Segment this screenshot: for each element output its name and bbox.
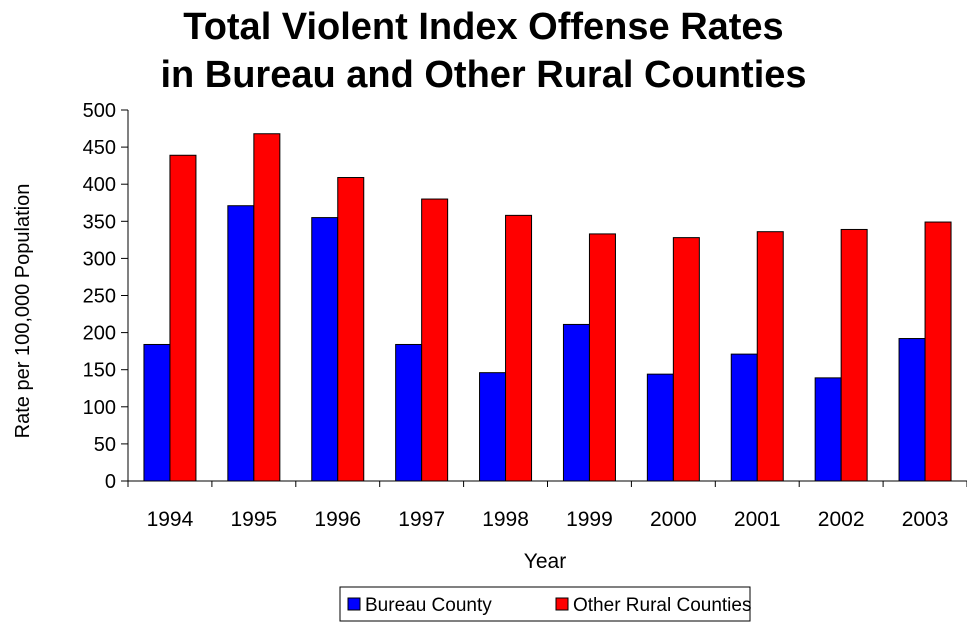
- bar-other-rural-counties-2003: [924, 221, 952, 482]
- x-axis-ticks: 1994 1995 1996 1997 1998 1999 2000 2001 2002 2003: [127, 481, 967, 531]
- x-tick-label: 1998: [482, 508, 529, 531]
- bar-bureau-county-1994: [143, 343, 171, 482]
- bar-bureau-county-1995: [227, 205, 255, 482]
- legend-label: Bureau County: [365, 595, 492, 616]
- bar-bureau-county-1997: [395, 343, 423, 482]
- y-tick-label: 350: [83, 211, 116, 233]
- legend-swatch-bureau-county: [347, 597, 361, 611]
- bar-bureau-county-2002: [814, 377, 842, 482]
- bar-other-rural-counties-1996: [337, 177, 365, 482]
- x-tick-label: 2003: [902, 508, 949, 531]
- y-tick-label: 250: [83, 286, 116, 308]
- bars: [143, 133, 952, 482]
- bar-bureau-county-2001: [730, 353, 758, 482]
- bar-other-rural-counties-1995: [253, 133, 281, 482]
- x-tick-label: 1994: [147, 508, 194, 531]
- y-tick-label: 150: [83, 360, 116, 382]
- x-tick-label: 1995: [230, 508, 277, 531]
- bar-other-rural-counties-1997: [421, 198, 449, 482]
- bar-other-rural-counties-2002: [840, 228, 868, 482]
- bar-bureau-county-2003: [898, 338, 926, 482]
- y-tick-label: 400: [83, 174, 116, 196]
- legend-swatch-other-rural-counties: [555, 597, 569, 611]
- y-tick-label: 0: [105, 471, 116, 493]
- x-axis-label: Year: [524, 550, 566, 573]
- x-tick-label: 1997: [398, 508, 445, 531]
- x-tick-label: 2001: [734, 508, 781, 531]
- y-tick-label: 100: [83, 397, 116, 419]
- x-tick-label: 2002: [818, 508, 865, 531]
- bar-other-rural-counties-2001: [756, 231, 784, 482]
- x-tick-label: 2000: [650, 508, 697, 531]
- legend-box: [339, 586, 751, 622]
- bar-other-rural-counties-1999: [588, 233, 616, 482]
- y-tick-label: 50: [94, 434, 116, 456]
- bar-bureau-county-1999: [562, 323, 590, 482]
- x-tick-label: 1996: [314, 508, 361, 531]
- bar-bureau-county-1998: [479, 372, 507, 482]
- y-tick-label: 200: [83, 323, 116, 345]
- chart-title-line-2: in Bureau and Other Rural Counties: [160, 54, 807, 96]
- bar-other-rural-counties-2000: [672, 237, 700, 482]
- legend-label: Other Rural Counties: [573, 595, 751, 616]
- y-tick-label: 500: [83, 100, 116, 122]
- y-tick-label: 300: [83, 248, 116, 270]
- y-tick-label: 450: [83, 137, 116, 159]
- y-axis-ticks: 0 50 100 150 200 250 300 350 400 450 500: [83, 100, 128, 493]
- x-tick-label: 1999: [566, 508, 613, 531]
- legend: Bureau County Other Rural Counties: [339, 586, 751, 622]
- bar-other-rural-counties-1994: [169, 154, 197, 482]
- bar-other-rural-counties-1998: [505, 214, 533, 482]
- y-axis-label: Rate per 100,000 Population: [12, 184, 34, 439]
- chart-title-line-1: Total Violent Index Offense Rates: [183, 6, 784, 48]
- bar-bureau-county-1996: [311, 217, 339, 482]
- bar-bureau-county-2000: [646, 373, 674, 482]
